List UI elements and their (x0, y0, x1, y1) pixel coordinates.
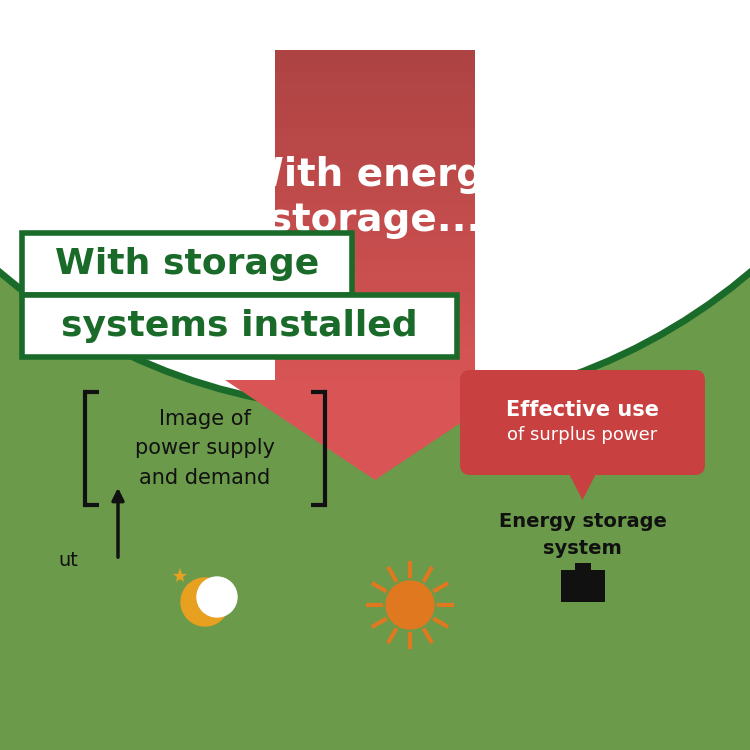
Bar (275, 61, 475, 72)
Polygon shape (565, 465, 601, 500)
Bar (275, 292, 475, 303)
Bar (574, 563, 590, 570)
Bar (275, 105, 475, 116)
Bar (275, 259, 475, 270)
Bar (275, 204, 475, 215)
Bar (275, 215, 475, 226)
Bar (275, 171, 475, 182)
FancyBboxPatch shape (460, 370, 705, 475)
Bar (275, 248, 475, 259)
Polygon shape (225, 50, 525, 480)
Bar (275, 303, 475, 314)
Bar (275, 94, 475, 105)
Bar (275, 226, 475, 237)
Text: ut: ut (58, 550, 78, 569)
Bar (275, 237, 475, 248)
Bar (275, 281, 475, 292)
Bar (275, 336, 475, 347)
Bar (275, 127, 475, 138)
Bar (275, 83, 475, 94)
Bar (275, 270, 475, 281)
Circle shape (197, 577, 237, 617)
FancyBboxPatch shape (22, 233, 352, 295)
Circle shape (0, 0, 750, 410)
Text: electricity is wasteful.: electricity is wasteful. (140, 0, 610, 33)
Bar (275, 314, 475, 325)
Bar (275, 325, 475, 336)
Text: With energy: With energy (241, 156, 509, 194)
Text: Effective use: Effective use (506, 400, 659, 419)
Bar (275, 358, 475, 369)
Bar (560, 570, 604, 602)
Circle shape (386, 581, 434, 629)
Bar (275, 182, 475, 193)
Text: Image of
power supply
and demand: Image of power supply and demand (135, 409, 275, 488)
Bar (275, 72, 475, 83)
Text: Energy storage
system: Energy storage system (499, 512, 667, 558)
Bar (275, 116, 475, 127)
FancyBboxPatch shape (22, 295, 457, 357)
Text: of surplus power: of surplus power (507, 427, 658, 445)
Text: systems installed: systems installed (62, 309, 418, 343)
Bar (275, 50, 475, 61)
Bar (275, 138, 475, 149)
Bar (275, 369, 475, 380)
Text: storage...: storage... (268, 201, 482, 239)
Bar (275, 149, 475, 160)
Circle shape (181, 578, 229, 626)
Bar (275, 193, 475, 204)
Bar (275, 347, 475, 358)
Text: With storage: With storage (55, 247, 320, 281)
Bar (275, 160, 475, 171)
